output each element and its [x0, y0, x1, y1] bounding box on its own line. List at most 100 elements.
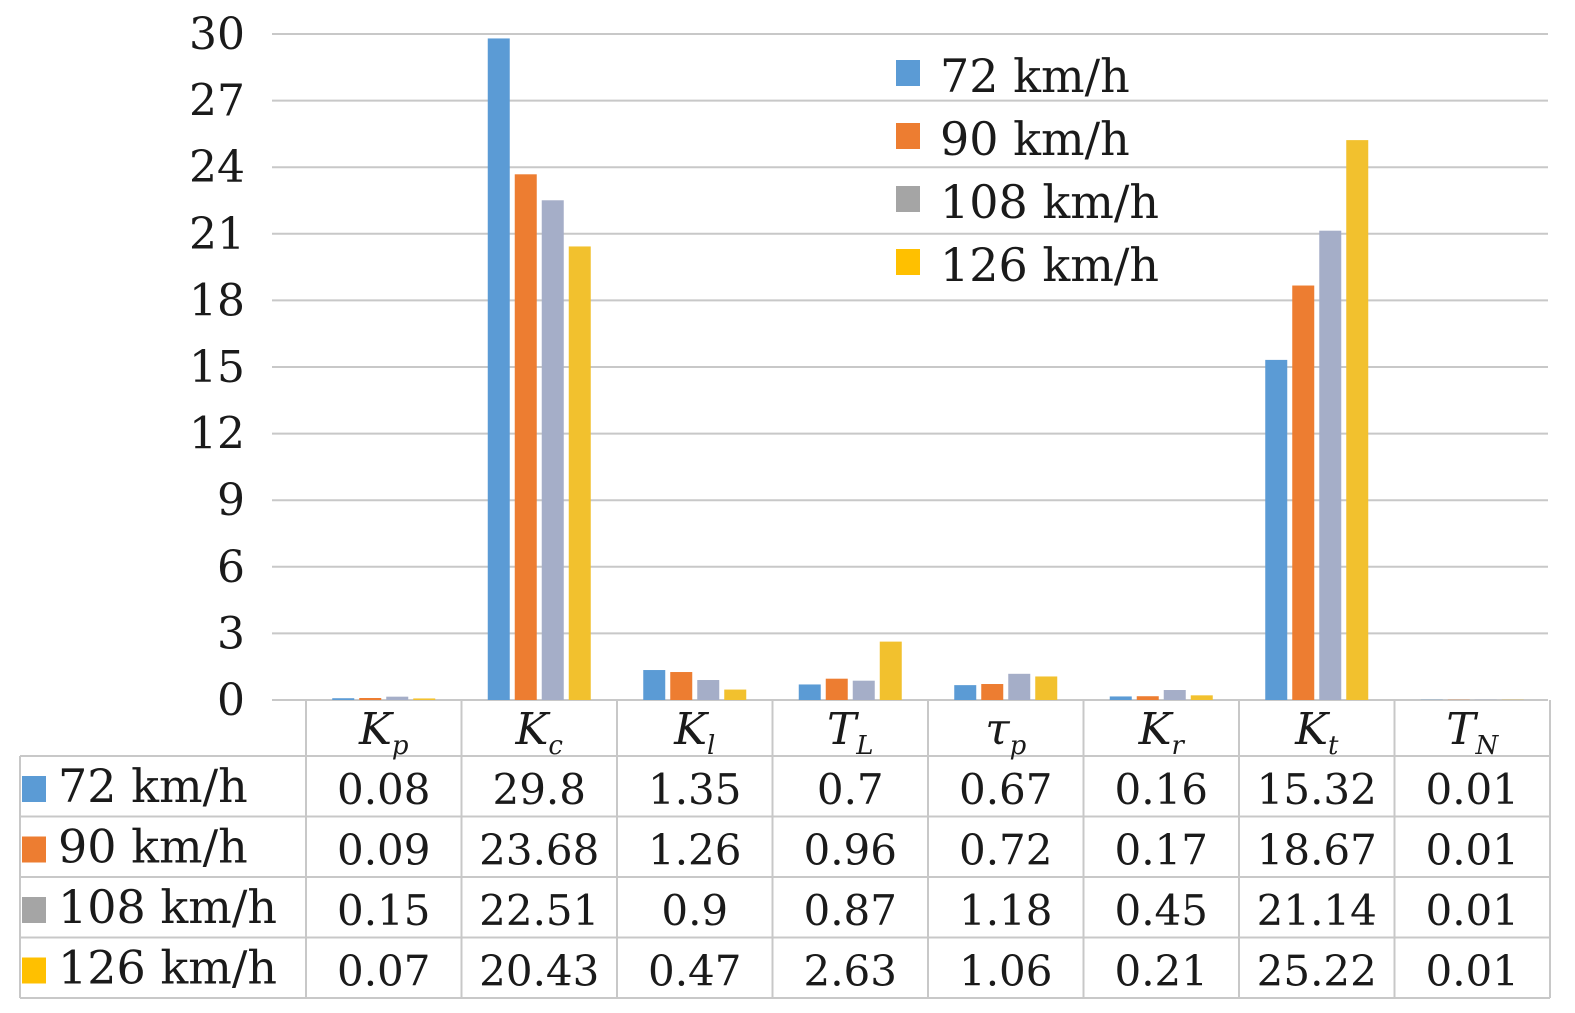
table-cell: 0.21 [1114, 947, 1208, 996]
bars [332, 38, 1524, 700]
bar [1137, 696, 1159, 700]
y-tick-label: 27 [189, 76, 245, 127]
y-tick-label: 15 [189, 342, 245, 393]
bar [359, 698, 381, 700]
bar [1292, 286, 1314, 700]
category-symbol: K [1138, 704, 1174, 755]
bar [542, 200, 564, 700]
category-subscript: c [548, 731, 563, 761]
category-label: Kt [1294, 704, 1339, 761]
legend-label: 108 km/h [940, 175, 1159, 229]
category-subscript: l [707, 731, 715, 761]
table-row-label: 126 km/h [58, 941, 277, 995]
y-tick-label: 3 [217, 608, 245, 659]
table-cell: 0.45 [1114, 886, 1208, 935]
table-cell: 0.9 [661, 886, 728, 935]
table-cell: 0.09 [337, 826, 431, 875]
table-cell: 15.32 [1257, 765, 1377, 814]
table-cell: 0.15 [337, 886, 431, 935]
y-tick-label: 0 [217, 675, 245, 726]
table-cell: 0.72 [959, 826, 1053, 875]
table-cell: 18.67 [1257, 826, 1377, 875]
category-subscript: t [1328, 731, 1339, 761]
table-row-label: 108 km/h [58, 880, 277, 934]
bar [880, 642, 902, 700]
table-legend-key [22, 837, 46, 863]
bar [1346, 140, 1368, 700]
legend-swatch [896, 249, 920, 275]
bar [724, 690, 746, 700]
table-cell: 1.06 [959, 947, 1053, 996]
bar [1008, 674, 1030, 700]
table-cell: 0.16 [1114, 765, 1208, 814]
bar [853, 681, 875, 700]
table-cell: 1.26 [648, 826, 742, 875]
category-label: TL [827, 704, 874, 761]
table-cell: 2.63 [803, 947, 897, 996]
y-tick-label: 21 [189, 209, 245, 260]
table-cell: 1.35 [648, 765, 742, 814]
category-subscript: p [1010, 731, 1027, 761]
category-subscript: r [1171, 731, 1185, 761]
legend-swatch [896, 186, 920, 212]
table-row-label: 72 km/h [58, 759, 248, 813]
table-cell: 0.87 [803, 886, 897, 935]
table-cell: 22.51 [479, 886, 599, 935]
bar [826, 679, 848, 700]
table-legend-key [22, 958, 46, 984]
y-tick-label: 6 [217, 542, 245, 593]
table-cell: 0.47 [648, 947, 742, 996]
category-label: Kp [358, 704, 409, 761]
table-legend-key [22, 897, 46, 923]
category-label: Kr [1138, 704, 1186, 761]
category-symbol: T [1446, 704, 1479, 755]
bar [332, 698, 354, 700]
y-tick-label: 24 [189, 142, 245, 193]
legend-label: 72 km/h [940, 49, 1130, 103]
category-symbol: K [358, 704, 394, 755]
bar [670, 672, 692, 700]
category-subscript: p [392, 731, 409, 761]
bar [643, 670, 665, 700]
bar [569, 246, 591, 700]
table-cell: 0.7 [817, 765, 884, 814]
table-cell: 0.96 [803, 826, 897, 875]
bar [1191, 695, 1213, 700]
category-label: TN [1446, 704, 1499, 761]
table-cell: 23.68 [479, 826, 599, 875]
category-symbol: K [515, 704, 551, 755]
bar [1035, 676, 1057, 700]
bar [981, 684, 1003, 700]
category-label: Kc [515, 704, 564, 761]
table-cell: 0.67 [959, 765, 1053, 814]
category-subscript: L [855, 731, 873, 761]
bar [413, 698, 435, 700]
bar [954, 685, 976, 700]
table-row-label: 90 km/h [58, 820, 248, 874]
table-cell: 0.01 [1425, 947, 1519, 996]
legend-swatch [896, 60, 920, 86]
category-label: τp [985, 704, 1026, 761]
table-cell: 1.18 [959, 886, 1053, 935]
table-cell: 0.17 [1114, 826, 1208, 875]
bar [697, 680, 719, 700]
bar [488, 38, 510, 700]
table-cell: 0.08 [337, 765, 431, 814]
legend-label: 126 km/h [940, 238, 1159, 292]
legend-swatch [896, 123, 920, 149]
y-tick-label: 18 [189, 275, 245, 326]
category-label: Kl [673, 704, 715, 761]
table-cell: 29.8 [492, 765, 586, 814]
bar [1319, 231, 1341, 700]
category-subscript: N [1475, 731, 1500, 761]
y-tick-label: 9 [217, 475, 245, 526]
table-cell: 25.22 [1257, 947, 1377, 996]
table-legend-key [22, 776, 46, 802]
bar [1265, 360, 1287, 700]
category-symbol: K [1294, 704, 1330, 755]
category-symbol: T [827, 704, 860, 755]
category-symbol: K [673, 704, 709, 755]
